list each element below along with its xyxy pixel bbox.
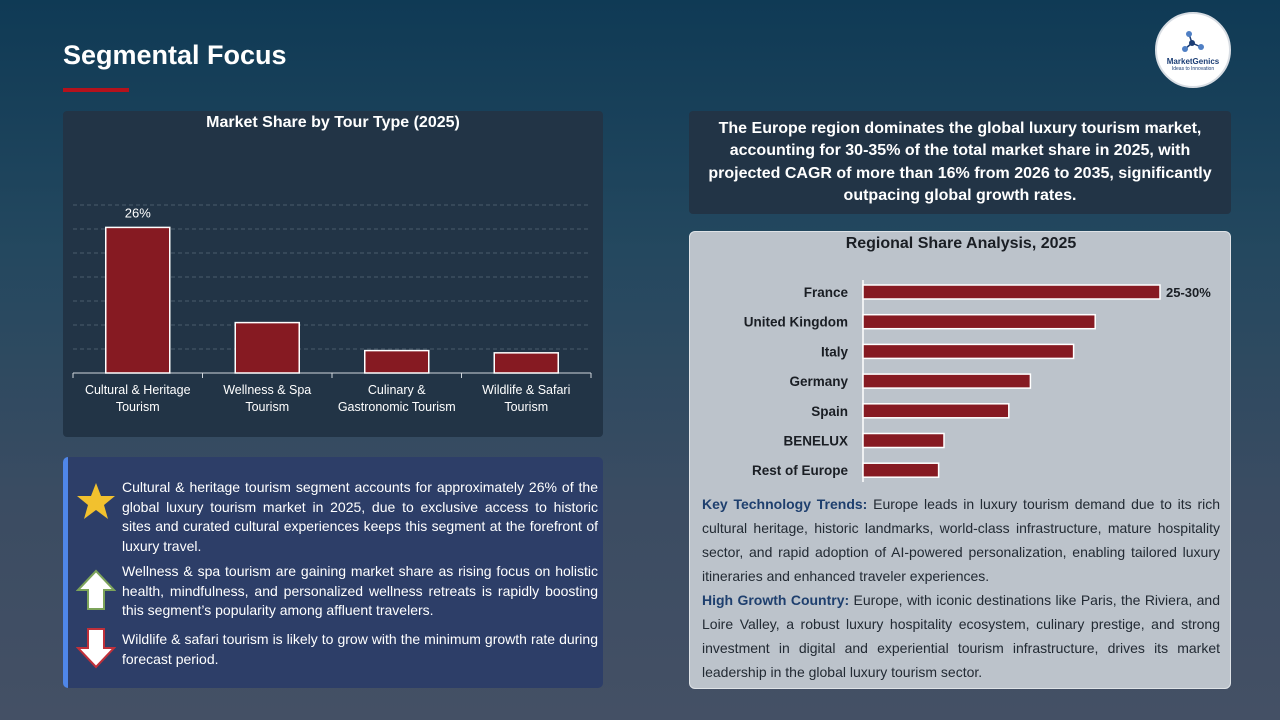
regional-share-panel: Regional Share Analysis, 2025 France 25-3…	[689, 231, 1231, 689]
title-underline	[63, 88, 129, 92]
note-text-wildlife: Wildlife & safari tourism is likely to g…	[122, 631, 598, 667]
bar-data-label: 25-30%	[1166, 285, 1211, 300]
network-logo-icon	[1182, 30, 1204, 52]
bar	[364, 349, 430, 374]
x-tick-label: Gastronomic Tourism	[338, 400, 456, 414]
tour-type-chart-panel: Market Share by Tour Type (2025) 26% Cult…	[63, 111, 603, 437]
x-tick-label: Tourism	[504, 400, 548, 414]
note-text-wellness: Wellness & spa tourism are gaining marke…	[122, 563, 598, 618]
bar	[862, 462, 940, 478]
bar-data-label: 26%	[125, 205, 151, 220]
regional-chart-svg: France 25-30% United Kingdom Italy Germany Sp…	[744, 280, 1211, 482]
x-tick-label: Tourism	[116, 400, 160, 414]
regional-commentary: Key Technology Trends: Europe leads in l…	[702, 492, 1220, 684]
y-tick-label: BENELUX	[783, 434, 848, 449]
bar	[862, 432, 945, 449]
bar	[862, 373, 1032, 389]
y-tick-label: Rest of Europe	[752, 463, 849, 478]
bar	[234, 321, 300, 374]
bar	[862, 343, 1075, 360]
bar	[862, 403, 1010, 419]
bar	[862, 313, 1096, 330]
x-tick-label: Wellness & Spa	[223, 383, 311, 397]
note-text-cultural: Cultural & heritage tourism segment acco…	[122, 479, 598, 554]
y-tick-label: France	[804, 285, 849, 300]
logo: MarketGenics Ideas to Innovation	[1155, 12, 1231, 88]
y-tick-label: United Kingdom	[744, 315, 848, 330]
trends-text: Europe leads in luxury tourism demand du…	[702, 496, 1221, 584]
growth-paragraph: High Growth Country: Europe, with iconic…	[702, 588, 1220, 684]
x-tick-label: Culinary &	[368, 383, 426, 397]
bar	[493, 352, 559, 374]
y-tick-label: Spain	[811, 404, 848, 419]
growth-label: High Growth Country:	[702, 592, 850, 608]
tour-chart-svg: 26% Cultural & Heritage Tourism Wellness & …	[72, 204, 592, 414]
tour-chart-title: Market Share by Tour Type (2025)	[206, 114, 460, 131]
trends-paragraph: Key Technology Trends: Europe leads in l…	[702, 492, 1220, 588]
page-title: Segmental Focus	[63, 40, 287, 70]
x-tick-label: Cultural & Heritage	[85, 383, 191, 397]
bar	[105, 226, 171, 374]
bar	[862, 284, 1161, 300]
arrow-down-icon	[76, 628, 116, 669]
logo-tagline: Ideas to Innovation	[1171, 65, 1215, 72]
growth-text: Europe, with iconic destinations like Pa…	[702, 592, 1221, 680]
logo-name: MarketGenics	[1166, 56, 1220, 66]
x-tick-label: Wildlife & Safari	[482, 383, 570, 397]
arrow-up-icon	[76, 569, 116, 610]
notes-panel: Cultural & heritage tourism segment acco…	[63, 457, 603, 688]
x-tick-label: Tourism	[245, 400, 289, 414]
regional-chart-title: Regional Share Analysis, 2025	[845, 235, 1077, 252]
y-tick-label: Germany	[789, 374, 848, 389]
europe-summary: The Europe region dominates the global l…	[689, 111, 1231, 214]
trends-label: Key Technology Trends:	[702, 496, 868, 512]
star-icon	[77, 483, 115, 519]
y-tick-label: Italy	[821, 344, 849, 359]
